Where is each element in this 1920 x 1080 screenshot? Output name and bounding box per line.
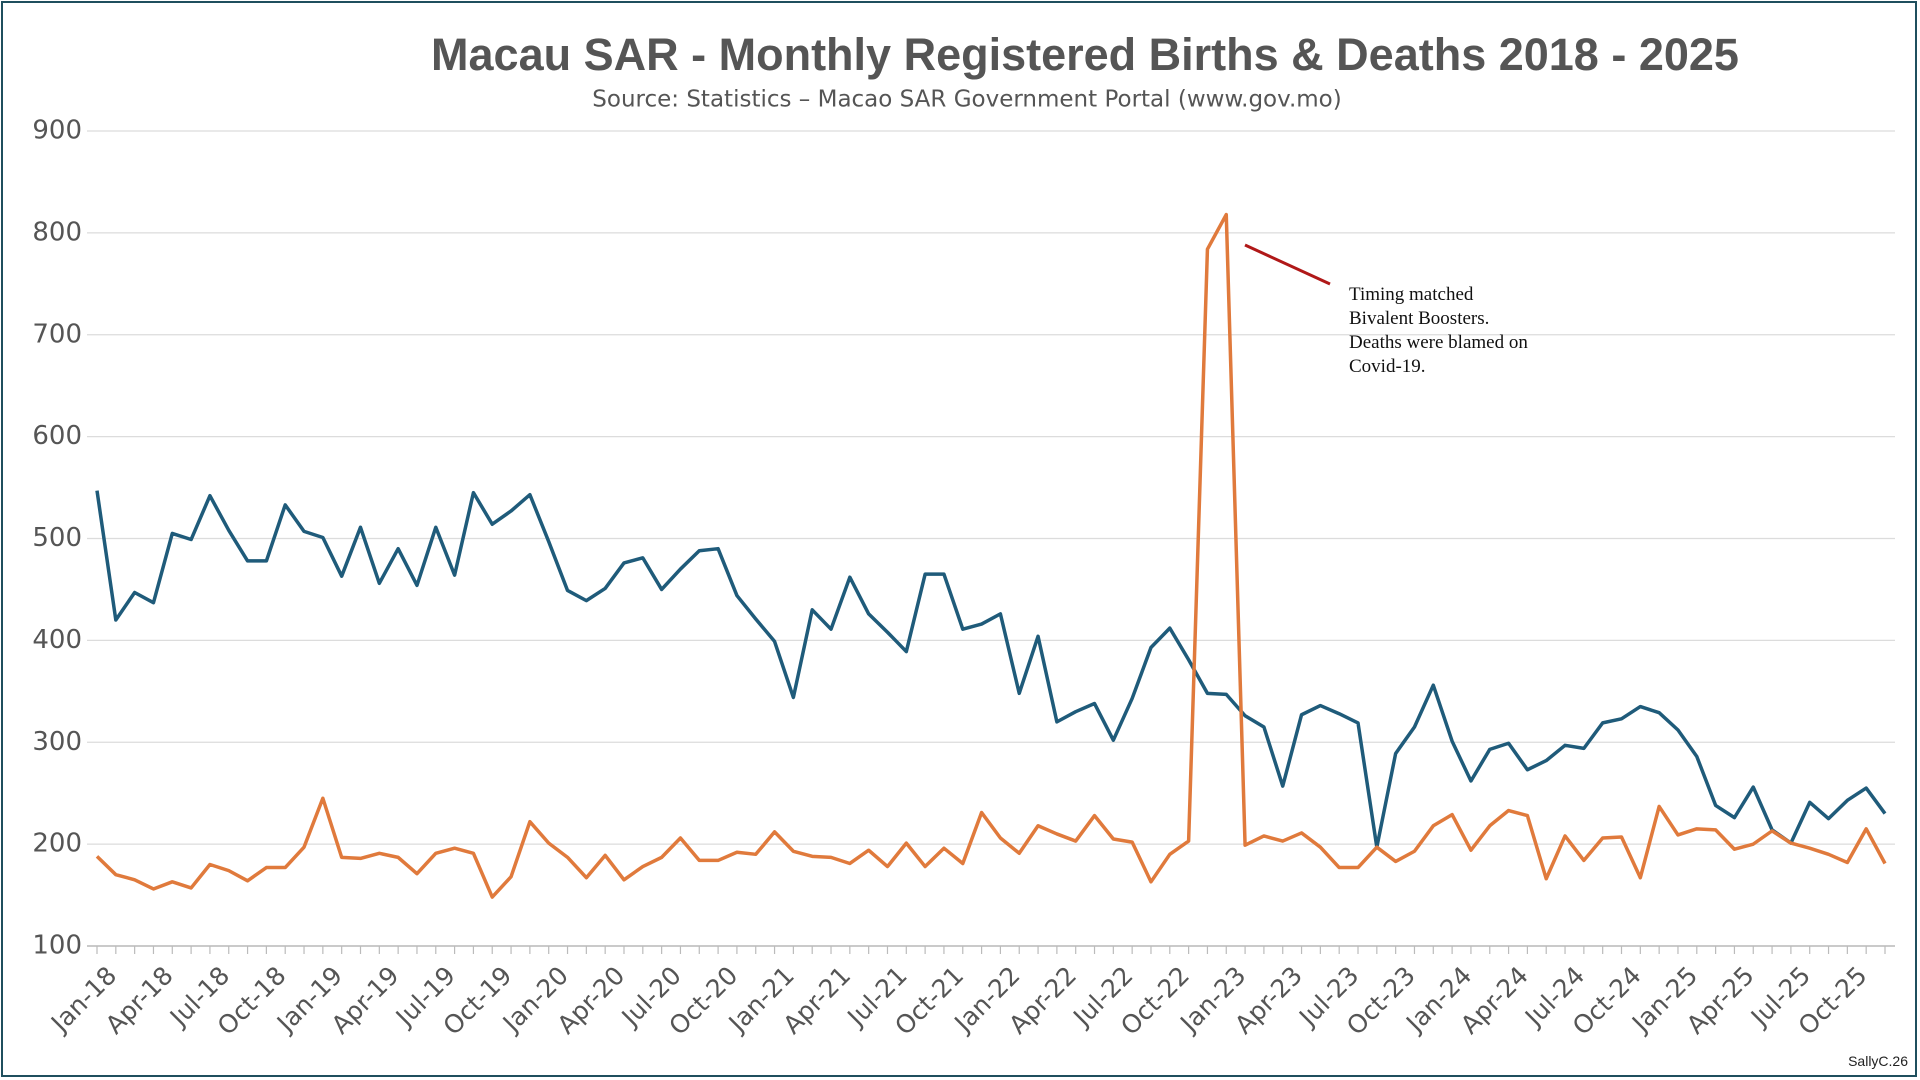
annotation-arrow xyxy=(1244,243,1331,286)
y-tick-label: 900 xyxy=(32,116,82,146)
annotation-text: Timing matched xyxy=(1349,284,1474,305)
series-line xyxy=(95,212,1887,899)
annotation-text: Deaths were blamed on xyxy=(1349,332,1528,353)
y-tick-label: 500 xyxy=(32,523,82,553)
chart-subtitle: Source: Statistics – Macao SAR Governmen… xyxy=(592,87,1341,113)
y-tick-label: 100 xyxy=(32,931,82,961)
y-tick-label: 800 xyxy=(32,217,82,247)
y-tick-label: 600 xyxy=(32,421,82,451)
chart-title: Macau SAR - Monthly Registered Births & … xyxy=(431,29,1739,80)
y-tick-label: 700 xyxy=(32,319,82,349)
annotation-text: Covid-19. xyxy=(1349,356,1426,377)
y-tick-label: 400 xyxy=(32,625,82,655)
y-tick-label: 200 xyxy=(32,829,82,859)
series-line xyxy=(95,490,1887,849)
annotation-text: Bivalent Boosters. xyxy=(1349,308,1489,329)
signature: SallyC.26 xyxy=(1848,1053,1908,1069)
y-tick-label: 300 xyxy=(32,727,82,757)
